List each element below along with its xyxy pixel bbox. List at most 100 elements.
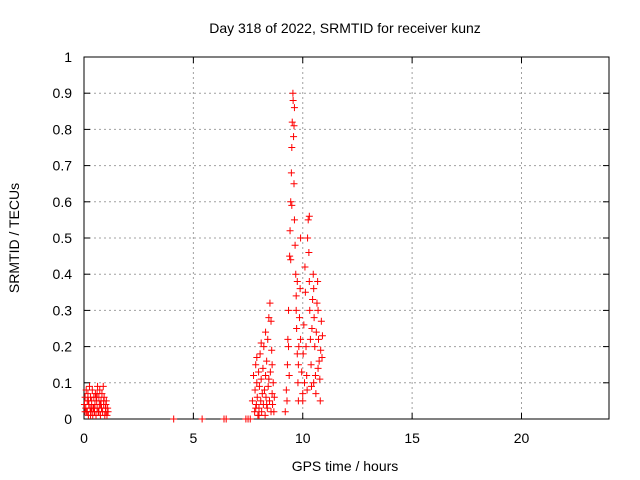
data-point: [293, 277, 301, 285]
data-point: [312, 390, 320, 398]
data-point: [292, 292, 300, 300]
data-point: [287, 198, 295, 206]
data-point: [316, 375, 324, 383]
data-point: [304, 216, 312, 224]
data-point: [301, 379, 308, 387]
data-point: [292, 306, 300, 314]
data-point: [81, 408, 89, 416]
data-point: [268, 390, 276, 398]
data-point: [284, 335, 292, 343]
data-point: [268, 346, 276, 354]
data-point: [256, 350, 264, 358]
data-point: [263, 404, 271, 412]
data-point: [296, 285, 304, 293]
data-point: [268, 361, 276, 369]
data-point: [259, 364, 267, 372]
data-point: [283, 397, 291, 405]
data-point: [253, 353, 261, 361]
x-tick-label: 0: [80, 430, 88, 446]
data-point: [304, 234, 312, 242]
data-point: [262, 372, 270, 380]
data-point: [299, 397, 307, 405]
data-point: [92, 393, 100, 401]
data-point: [301, 263, 309, 271]
data-point: [264, 335, 272, 343]
data-point: [270, 408, 278, 416]
data-point: [88, 386, 96, 394]
x-axis-label: GPS time / hours: [292, 458, 399, 474]
data-point: [246, 415, 254, 423]
data-point: [305, 248, 313, 256]
data-point: [310, 379, 318, 387]
data-point: [316, 397, 324, 405]
data-point: [265, 314, 273, 322]
data-point: [266, 299, 274, 307]
data-point: [309, 296, 317, 304]
x-tick-label: 20: [514, 430, 530, 446]
data-point: [286, 252, 294, 260]
data-point: [306, 306, 314, 314]
data-point: [252, 404, 260, 412]
data-point: [308, 382, 315, 390]
data-point: [258, 408, 266, 416]
data-point: [288, 201, 296, 209]
data-point: [315, 335, 322, 343]
data-point: [310, 314, 318, 322]
data-point: [266, 368, 274, 376]
data-point: [250, 372, 258, 380]
data-point: [303, 372, 311, 380]
data-point: [87, 411, 95, 419]
data-point: [269, 401, 277, 409]
data-point: [88, 404, 96, 412]
data-point: [292, 270, 300, 278]
y-tick-label: 1: [64, 49, 72, 65]
data-point: [318, 332, 326, 340]
data-point: [286, 227, 294, 235]
data-point: [294, 361, 302, 369]
data-point: [93, 390, 101, 398]
data-point: [287, 169, 295, 177]
data-point: [285, 306, 293, 314]
y-tick-label: 0.4: [53, 266, 73, 282]
y-tick-label: 0.6: [53, 194, 73, 210]
data-point: [315, 357, 323, 365]
data-point: [253, 393, 261, 401]
y-tick-label: 0.8: [53, 121, 73, 137]
data-point: [303, 386, 311, 394]
data-point: [252, 401, 260, 409]
data-point: [317, 346, 325, 354]
data-point: [299, 350, 307, 358]
data-point: [290, 216, 298, 224]
y-tick-label: 0: [64, 411, 72, 427]
data-point: [290, 133, 298, 141]
data-point: [314, 364, 322, 372]
data-point: [95, 408, 103, 416]
data-point: [260, 343, 268, 351]
data-point: [308, 325, 316, 332]
data-point: [309, 270, 317, 278]
data-point: [285, 372, 293, 380]
data-point: [264, 382, 272, 390]
data-points: [80, 89, 326, 423]
data-point: [311, 343, 319, 351]
data-point: [100, 397, 108, 405]
data-point: [306, 335, 314, 343]
data-point: [99, 382, 107, 390]
data-point: [222, 415, 230, 423]
data-point: [251, 408, 259, 416]
data-point: [293, 350, 301, 358]
data-point: [290, 122, 298, 130]
chart-title: Day 318 of 2022, SRMTID for receiver kun…: [209, 20, 481, 36]
data-point: [258, 390, 266, 398]
data-point: [82, 386, 90, 394]
data-point: [84, 390, 92, 398]
data-point: [301, 288, 309, 296]
data-point: [265, 375, 273, 383]
data-point: [299, 390, 307, 398]
data-point: [312, 328, 320, 336]
data-point: [318, 353, 326, 361]
y-axis-label: SRMTID / TECUs: [6, 183, 22, 293]
data-point: [270, 393, 278, 401]
x-tick-label: 10: [295, 430, 311, 446]
